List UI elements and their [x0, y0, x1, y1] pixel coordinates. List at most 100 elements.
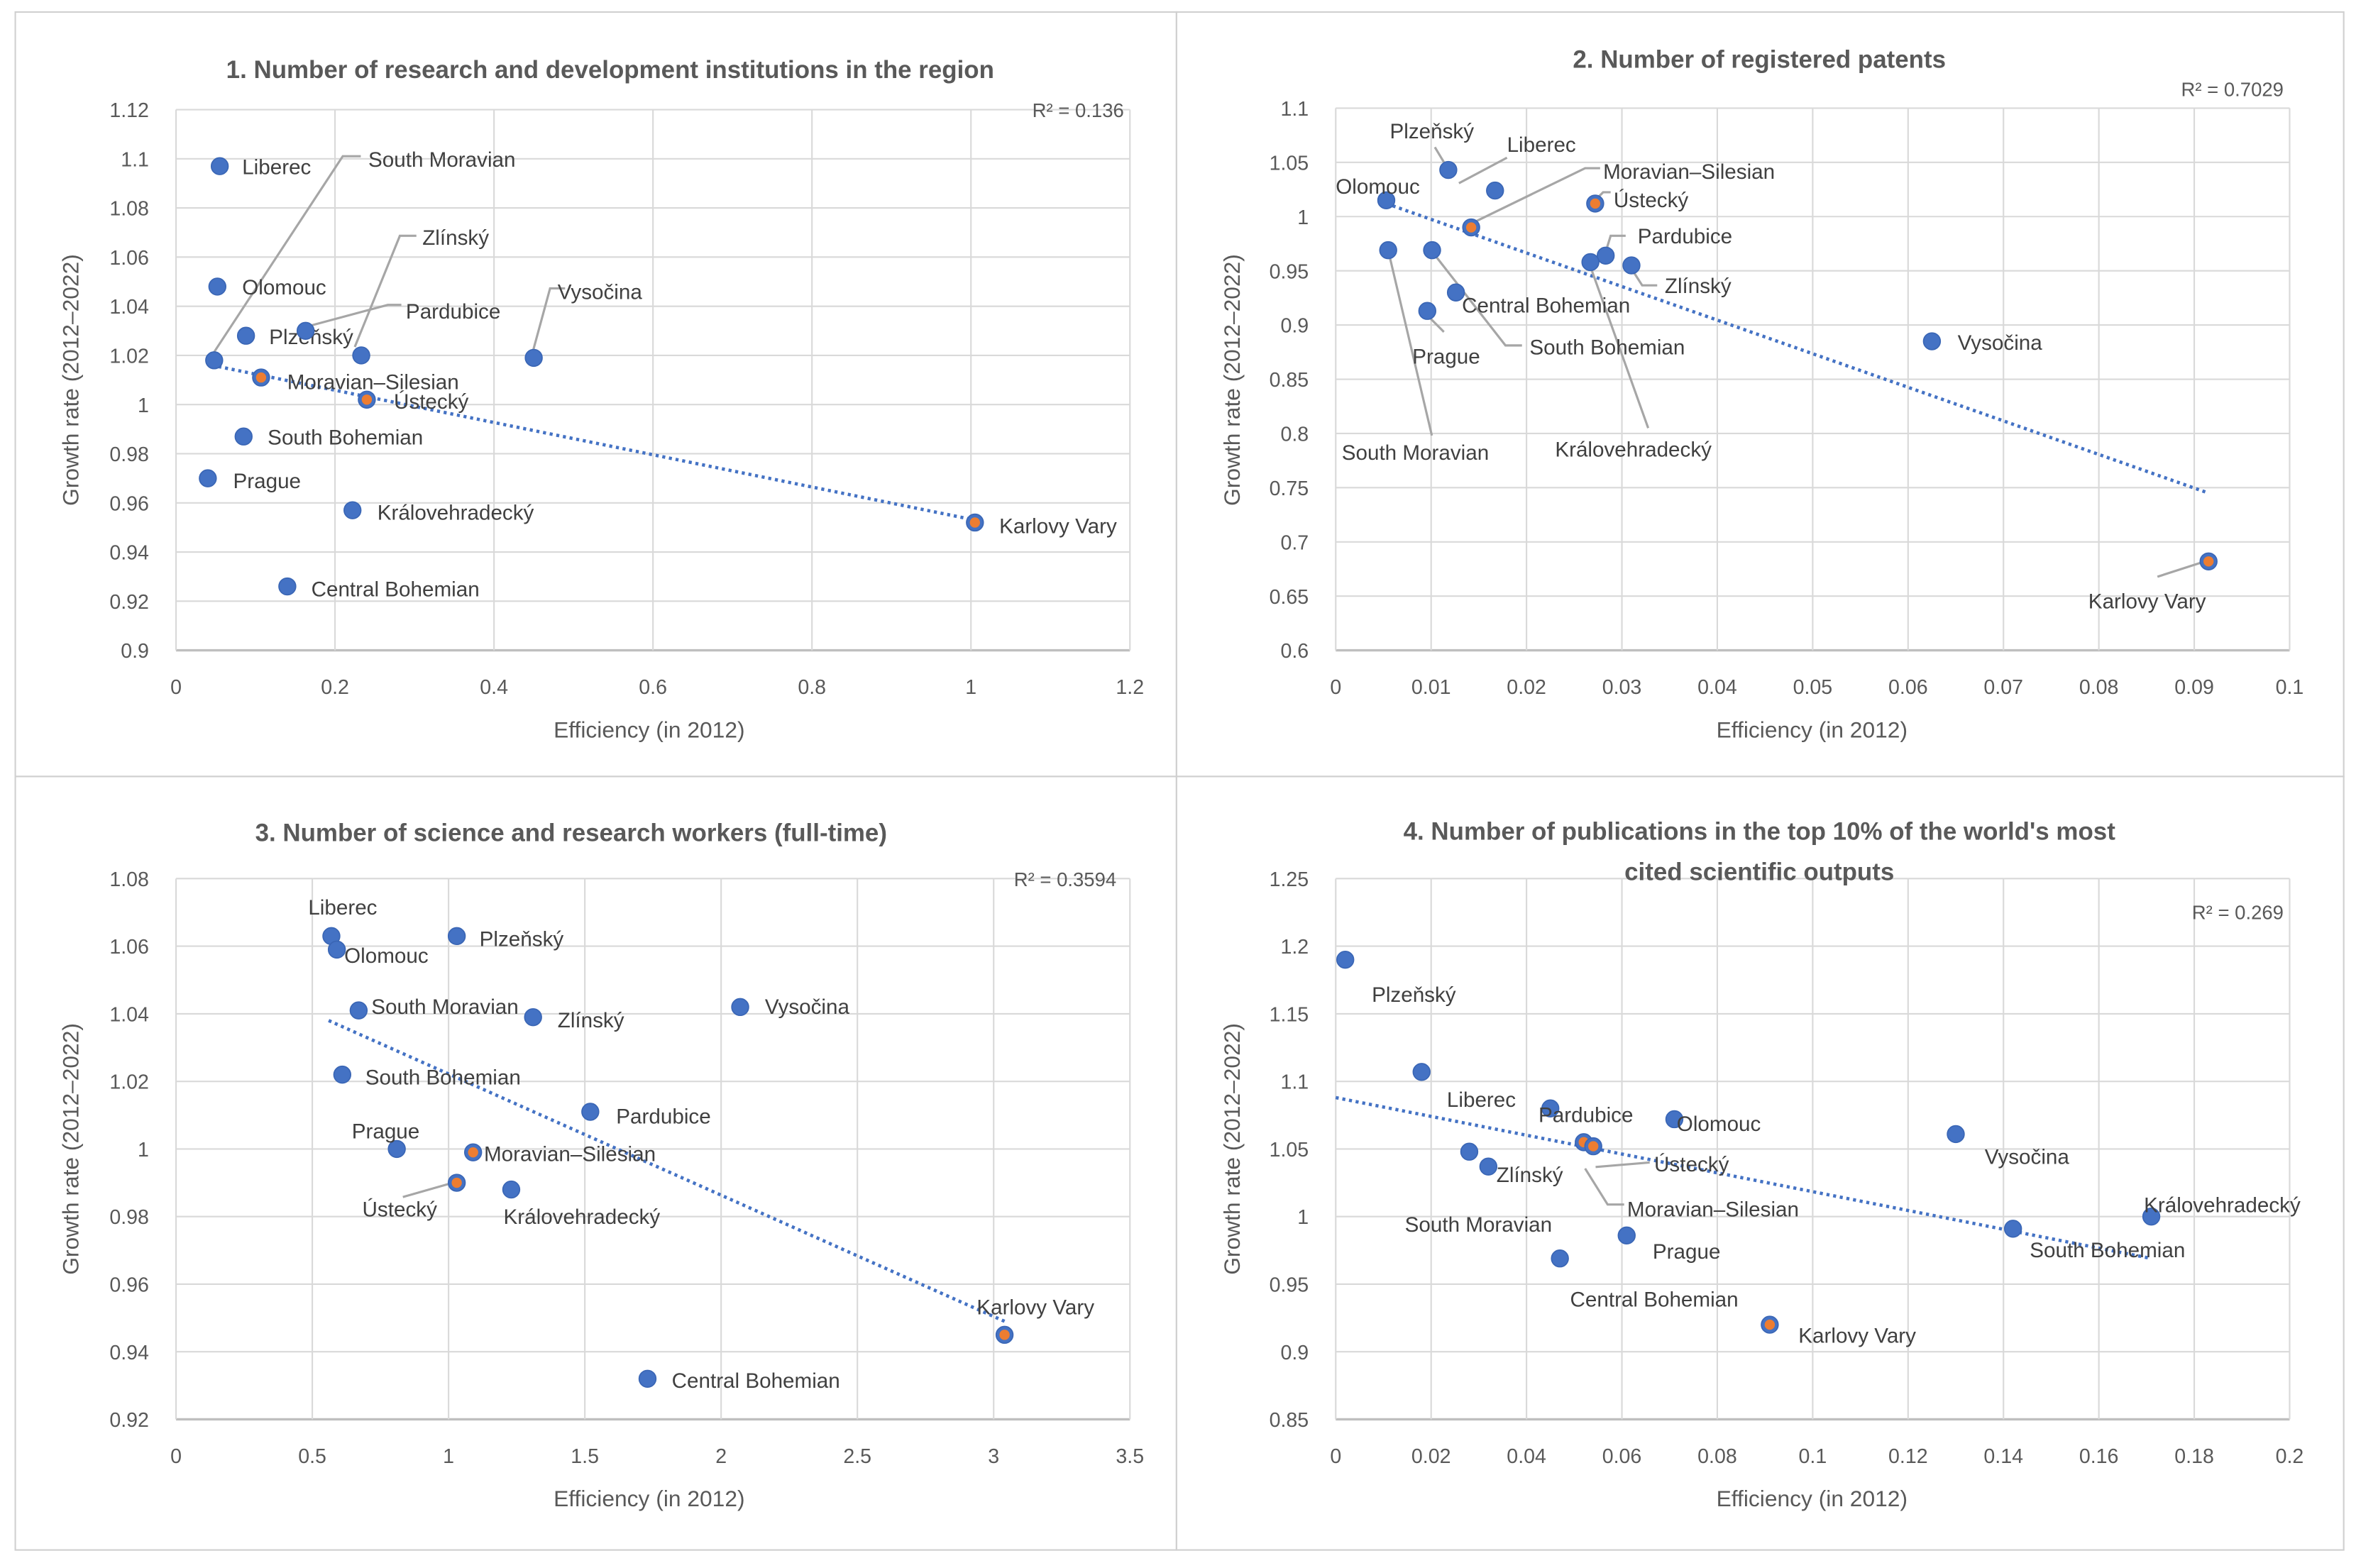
- data-label: South Moravian: [371, 995, 519, 1019]
- leader-line: [1387, 250, 1433, 436]
- data-label: Karlovy Vary: [1798, 1324, 1916, 1347]
- y-tick-label: 1.04: [109, 1003, 149, 1026]
- data-point: [1617, 1226, 1636, 1245]
- x-tick-label: 0.5: [298, 1445, 326, 1468]
- y-tick-label: 0.98: [109, 443, 149, 466]
- data-label: Pardubice: [616, 1105, 710, 1128]
- data-label: Královehradecký: [504, 1205, 661, 1229]
- leader-line: [531, 287, 566, 355]
- leader-line: [1473, 167, 1600, 223]
- y-axis-title: Growth rate (2012–2022): [1219, 254, 1245, 506]
- leader-line: [1584, 1168, 1624, 1206]
- data-label: Zlínský: [1497, 1164, 1563, 1187]
- chart-title: cited scientific outputs: [1624, 858, 1894, 885]
- data-point: [387, 1139, 406, 1159]
- leader-line: [209, 155, 361, 358]
- leader-line: [402, 1181, 456, 1198]
- x-tick-label: 1.5: [571, 1445, 599, 1468]
- x-tick-label: 0.02: [1411, 1445, 1451, 1468]
- y-tick-label: 1.06: [109, 247, 149, 270]
- trendline: [328, 1019, 1006, 1323]
- data-point: [638, 1369, 657, 1388]
- data-point: [278, 577, 297, 596]
- y-tick-label: 1: [138, 394, 149, 417]
- data-point: [333, 1065, 352, 1084]
- leader-line: [1458, 156, 1508, 184]
- data-point: [1423, 241, 1441, 260]
- data-label: Liberec: [242, 156, 311, 180]
- data-label: Moravian–Silesian: [1603, 160, 1775, 184]
- leader-line: [1433, 146, 1446, 163]
- data-point: [1379, 241, 1397, 260]
- data-point: [524, 348, 543, 368]
- data-label: Ústecký: [394, 390, 469, 414]
- x-tick-label: 0.07: [1983, 676, 2023, 699]
- data-label: Liberec: [1447, 1088, 1516, 1112]
- data-point: [1922, 332, 1942, 350]
- data-label: Central Bohemian: [672, 1369, 840, 1393]
- y-tick-label: 0.9: [1280, 315, 1309, 338]
- data-label: Prague: [233, 470, 301, 493]
- data-label: Plzeňský: [1389, 120, 1474, 143]
- x-tick-label: 0.02: [1507, 676, 1546, 699]
- data-point: [210, 157, 229, 175]
- data-point: [1418, 302, 1437, 320]
- data-point: [1486, 181, 1504, 200]
- r-squared-label: R² = 0.7029: [2181, 78, 2284, 100]
- data-point: [349, 1001, 368, 1020]
- highlight-point: [1764, 1319, 1776, 1330]
- x-tick-label: 2.5: [843, 1445, 871, 1468]
- r-squared-label: R² = 0.3594: [1014, 868, 1116, 890]
- data-point: [1479, 1157, 1498, 1176]
- data-label: Vysočina: [765, 995, 850, 1019]
- x-tick-label: 0: [170, 676, 182, 699]
- data-label: Karlovy Vary: [2088, 590, 2206, 613]
- data-label: Zlínský: [558, 1009, 624, 1032]
- y-axis-title: Growth rate (2012–2022): [57, 1023, 83, 1275]
- chart-title: 1. Number of research and development in…: [226, 56, 994, 84]
- x-tick-label: 0.04: [1697, 676, 1737, 699]
- y-tick-label: 0.75: [1270, 477, 1309, 500]
- y-tick-label: 1.1: [1280, 98, 1309, 121]
- data-label: Vysočina: [1958, 331, 2043, 355]
- x-tick-label: 0.03: [1602, 676, 1642, 699]
- data-label: Karlovy Vary: [999, 514, 1117, 538]
- y-tick-label: 1: [1297, 1206, 1309, 1229]
- highlight-point: [451, 1177, 462, 1188]
- y-tick-label: 0.9: [1280, 1342, 1309, 1364]
- leader-line: [353, 234, 417, 348]
- data-label: Central Bohemian: [312, 578, 480, 601]
- data-point: [1336, 950, 1355, 969]
- x-tick-label: 0.8: [798, 676, 826, 699]
- data-point: [352, 346, 370, 365]
- x-tick-label: 0.12: [1888, 1445, 1928, 1468]
- data-label: Ústecký: [1654, 1153, 1729, 1176]
- y-tick-label: 0.96: [109, 1274, 149, 1296]
- x-tick-label: 0: [1330, 1445, 1341, 1468]
- y-tick-label: 1.02: [109, 346, 149, 368]
- y-tick-label: 0.95: [1270, 260, 1309, 283]
- y-tick-label: 1: [138, 1139, 149, 1161]
- data-point: [731, 998, 749, 1017]
- data-point: [1412, 1063, 1431, 1081]
- y-tick-label: 1.12: [109, 99, 149, 122]
- data-label: Královehradecký: [1555, 438, 1712, 462]
- x-tick-label: 1: [965, 676, 976, 699]
- highlight-point: [2203, 556, 2214, 567]
- data-label: Plzeňský: [1372, 983, 1456, 1007]
- data-label: Ústecký: [363, 1198, 438, 1222]
- x-tick-label: 0.1: [2276, 676, 2304, 699]
- data-label: Olomouc: [1336, 175, 1420, 199]
- data-label: Olomouc: [242, 276, 326, 299]
- x-tick-label: 0.06: [1602, 1445, 1642, 1468]
- y-tick-label: 1.1: [121, 148, 149, 171]
- chart-title: 3. Number of science and research worker…: [255, 819, 887, 846]
- y-tick-label: 1.06: [109, 936, 149, 959]
- x-tick-label: 0.14: [1983, 1445, 2023, 1468]
- data-point: [1581, 253, 1600, 272]
- x-tick-label: 1: [443, 1445, 454, 1468]
- highlight-point: [1465, 222, 1477, 233]
- data-point: [1377, 191, 1396, 210]
- data-point: [581, 1103, 600, 1121]
